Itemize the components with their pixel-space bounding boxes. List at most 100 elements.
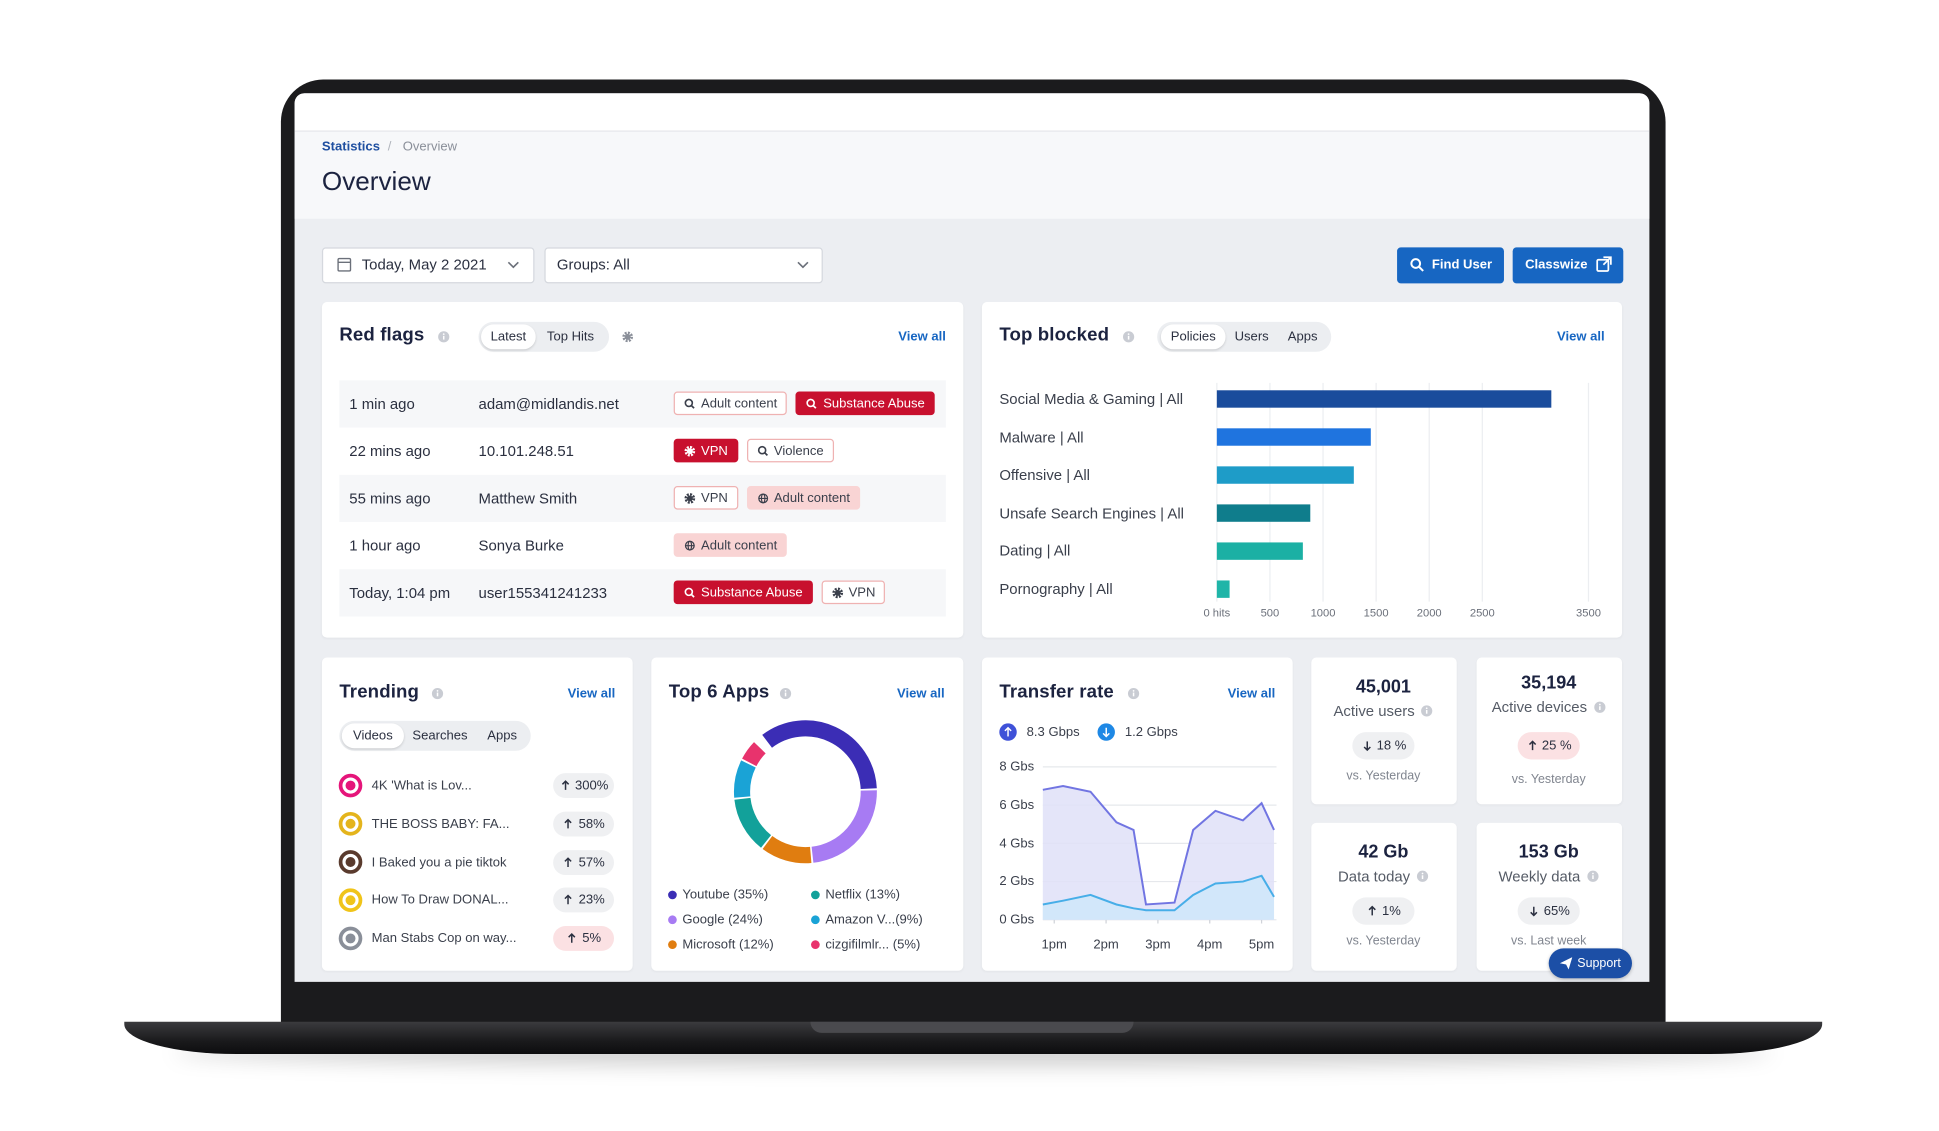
external-link-icon xyxy=(1596,256,1612,272)
tab[interactable]: Policies xyxy=(1170,329,1216,345)
donut-segment xyxy=(762,835,812,864)
icon xyxy=(757,445,768,456)
up-icon xyxy=(564,856,573,867)
legend-dot xyxy=(811,940,820,949)
stat-value: 153 Gb xyxy=(1518,842,1579,863)
groups-dropdown[interactable] xyxy=(544,247,823,284)
item-title: I Baked you a pie tiktok xyxy=(371,854,507,870)
tab[interactable]: Top Hits xyxy=(546,329,595,345)
support-text: Support xyxy=(1577,956,1621,971)
tag[interactable]: VPN xyxy=(821,580,886,605)
active-tab xyxy=(1160,324,1226,350)
up-icon xyxy=(1004,726,1012,737)
find-user-button[interactable] xyxy=(1397,247,1504,284)
tab[interactable]: Apps xyxy=(487,728,518,744)
arrow-head xyxy=(1368,905,1376,911)
lens xyxy=(684,398,694,407)
card-title: Trending xyxy=(339,681,420,703)
header xyxy=(294,131,1650,219)
up-icon xyxy=(564,818,573,829)
stat-card xyxy=(1476,657,1623,805)
handle xyxy=(690,593,695,598)
icon xyxy=(564,818,573,829)
tag[interactable]: Adult content xyxy=(746,485,860,510)
tag-label: Adult content xyxy=(773,490,851,506)
up-icon xyxy=(564,894,573,905)
up-icon xyxy=(568,933,576,943)
find-user-text: Find User xyxy=(1431,257,1493,273)
view-all[interactable]: View all xyxy=(567,686,616,702)
tab[interactable]: Videos xyxy=(353,728,393,744)
icon xyxy=(684,445,696,456)
arrow-head xyxy=(1102,732,1110,738)
tag[interactable]: VPN xyxy=(673,485,738,510)
icon xyxy=(806,398,817,409)
date-dropdown[interactable] xyxy=(321,247,535,284)
tag[interactable]: Substance Abuse xyxy=(795,391,935,416)
classwize-button[interactable] xyxy=(1512,247,1624,284)
info-icon xyxy=(438,331,450,343)
lens xyxy=(684,586,694,596)
info-icon xyxy=(1421,705,1433,717)
view-all[interactable]: View all xyxy=(896,686,945,702)
tag[interactable]: Adult content xyxy=(673,391,788,416)
hub xyxy=(686,447,693,454)
x-tick-label: 2500 xyxy=(1469,606,1495,619)
support-button[interactable]: Support xyxy=(1548,948,1632,979)
legend-label: Microsoft (12%) xyxy=(682,937,774,953)
bar xyxy=(1216,390,1552,408)
info-dot xyxy=(1426,707,1428,710)
top-apps-card xyxy=(651,657,964,971)
category-label: Unsafe Search Engines | All xyxy=(999,504,1184,522)
info-icon xyxy=(1416,870,1429,882)
row-user: 10.101.248.51 xyxy=(478,442,574,460)
info-stem xyxy=(1132,692,1135,697)
tag-label: VPN xyxy=(848,584,876,600)
line xyxy=(1042,874,1275,912)
tag[interactable]: VPN xyxy=(673,438,738,463)
row-time: 1 hour ago xyxy=(349,536,421,555)
tag[interactable]: Adult content xyxy=(673,533,788,557)
change-badge: 300% xyxy=(553,773,615,798)
x-tick-label: 0 hits xyxy=(1203,606,1231,619)
icon xyxy=(757,492,768,503)
hub xyxy=(686,494,693,501)
card-title: Top 6 Apps xyxy=(668,681,770,703)
view-all[interactable]: View all xyxy=(1556,329,1605,345)
arrow-head xyxy=(1528,740,1536,746)
x-tick-label: 1pm xyxy=(1041,937,1067,953)
tag[interactable]: Violence xyxy=(746,438,834,463)
tag-label: Adult content xyxy=(701,537,778,553)
stat-label-row: Active devices xyxy=(1492,697,1606,717)
view-all[interactable]: View all xyxy=(898,329,946,345)
groups-text: Groups: All xyxy=(556,256,630,274)
view-all[interactable]: View all xyxy=(1227,686,1276,702)
row-user: adam@midlandis.net xyxy=(478,395,619,413)
legend-dot xyxy=(811,890,820,900)
dashboard: Statistics / Overview Overview Today, Ma… xyxy=(294,93,1650,982)
breadcrumb-link[interactable]: Statistics xyxy=(321,139,380,155)
hub xyxy=(624,333,631,340)
search-icon xyxy=(806,398,817,409)
stat-card xyxy=(1311,657,1457,805)
category-label: Pornography | All xyxy=(999,580,1113,598)
screen: Statistics / Overview Overview Today, Ma… xyxy=(294,93,1650,982)
info-stem xyxy=(1426,709,1428,714)
info-dot xyxy=(1127,333,1130,335)
tag[interactable]: Substance Abuse xyxy=(673,580,813,605)
category-label: Offensive | All xyxy=(999,466,1090,484)
bar xyxy=(1216,466,1354,484)
y-tick-label: 6 Gbs xyxy=(999,797,1035,813)
tab[interactable]: Users xyxy=(1234,329,1269,345)
change-text: 23% xyxy=(578,892,605,908)
arrow-head xyxy=(561,780,569,785)
info-stem xyxy=(1591,875,1594,880)
tab[interactable]: Latest xyxy=(490,329,527,345)
tab[interactable]: Searches xyxy=(412,728,468,744)
x-tick-label: 1500 xyxy=(1363,606,1389,619)
tab[interactable]: Apps xyxy=(1287,329,1318,345)
bar xyxy=(1216,504,1311,522)
x-tick-label: 500 xyxy=(1260,606,1280,619)
category-label: Malware | All xyxy=(999,428,1084,446)
search-icon xyxy=(757,445,768,456)
